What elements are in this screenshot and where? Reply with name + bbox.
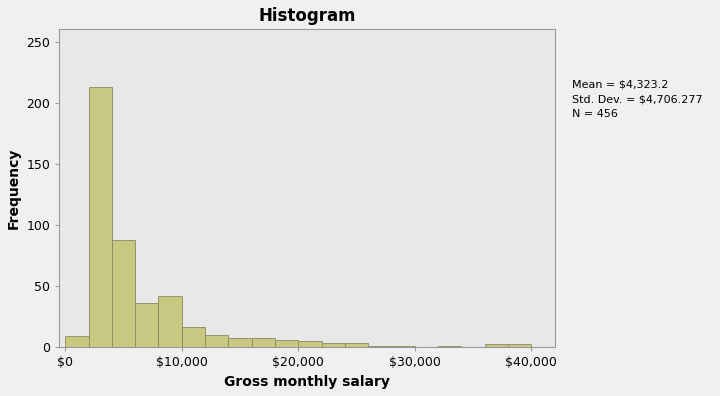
Bar — [205, 335, 228, 347]
Bar — [345, 343, 368, 347]
Text: Mean = $4,323.2
Std. Dev. = $4,706.277
N = 456: Mean = $4,323.2 Std. Dev. = $4,706.277 N… — [572, 79, 703, 119]
X-axis label: Gross monthly salary: Gross monthly salary — [224, 375, 390, 389]
Bar — [485, 344, 508, 347]
Bar — [135, 303, 158, 347]
Bar — [368, 346, 392, 347]
Bar — [228, 338, 252, 347]
Title: Histogram: Histogram — [258, 7, 356, 25]
Bar — [508, 344, 531, 347]
Bar — [298, 341, 322, 347]
Bar — [438, 346, 462, 347]
Bar — [66, 337, 89, 347]
Bar — [601, 346, 624, 347]
Bar — [275, 340, 298, 347]
Bar — [181, 327, 205, 347]
Bar — [252, 338, 275, 347]
Bar — [322, 343, 345, 347]
Bar — [392, 346, 415, 347]
Bar — [89, 87, 112, 347]
Bar — [112, 240, 135, 347]
Bar — [158, 296, 181, 347]
Y-axis label: Frequency: Frequency — [7, 148, 21, 229]
